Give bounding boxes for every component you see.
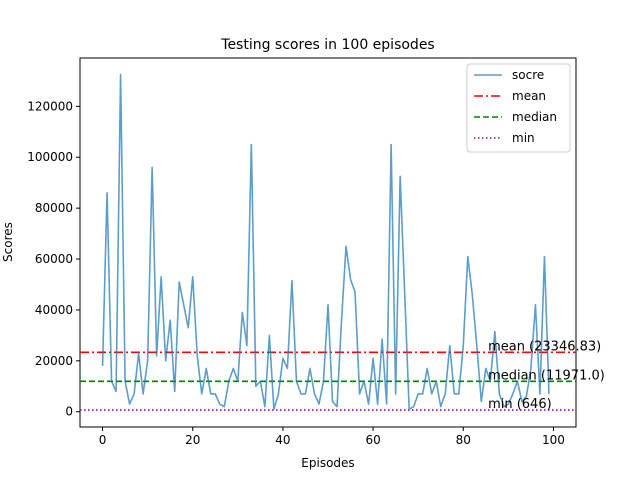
y-tick-label: 40000	[35, 303, 73, 317]
legend-label-min: min	[512, 131, 535, 145]
chart-title: Testing scores in 100 episodes	[220, 37, 434, 53]
x-tick-label: 40	[275, 433, 290, 447]
x-tick-label: 20	[185, 433, 200, 447]
series-layer	[101, 73, 550, 410]
min-label: min (646)	[488, 397, 552, 412]
x-tick-label: 80	[456, 433, 471, 447]
x-axis-label: Episodes	[301, 456, 354, 470]
y-tick-label: 80000	[35, 201, 73, 215]
x-tick-label: 60	[365, 433, 380, 447]
y-axis-label: Scores	[1, 222, 15, 262]
legend-label-socre: socre	[512, 68, 544, 82]
legend-label-mean: mean	[512, 89, 546, 103]
x-tick-label: 100	[542, 433, 565, 447]
y-tick-label: 100000	[27, 150, 73, 164]
mean-label: mean (23346.83)	[488, 339, 601, 354]
legend: socre mean median min	[466, 63, 571, 153]
series-line-socre	[101, 73, 550, 410]
y-tick-label: 20000	[35, 354, 73, 368]
plot-frame	[79, 57, 577, 428]
y-tick-label: 0	[65, 405, 73, 419]
legend-box	[466, 63, 571, 153]
y-tick-label: 120000	[27, 99, 73, 113]
legend-label-median: median	[512, 110, 557, 124]
median-label: median (11971.0)	[488, 368, 605, 383]
y-axis-ticks: 0 20000 40000 60000 80000 100000 120000	[27, 99, 80, 419]
y-tick-label: 60000	[35, 252, 73, 266]
x-axis-ticks: 0 20 40 60 80 100	[99, 427, 565, 447]
x-tick-label: 0	[99, 433, 107, 447]
reference-labels: mean (23346.83) median (11971.0) min (646)	[488, 339, 605, 412]
